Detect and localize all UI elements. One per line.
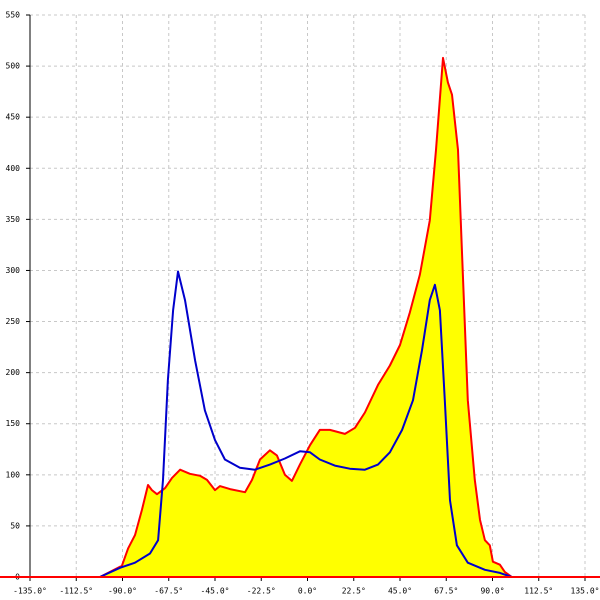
x-tick-label: -45.0°: [201, 587, 230, 596]
x-tick-label: -22.5°: [247, 587, 276, 596]
area: [99, 57, 512, 577]
x-tick-label: -90.0°: [108, 587, 137, 596]
x-tick-label: 22.5°: [342, 587, 366, 596]
y-tick-label: 100: [6, 470, 21, 479]
x-tick-label: 90.0°: [480, 587, 504, 596]
x-tick-label: -67.5°: [154, 587, 183, 596]
y-tick-label: 550: [6, 11, 21, 20]
x-tick-label: -135.0°: [13, 587, 47, 596]
y-tick-label: 500: [6, 62, 21, 71]
y-tick-label: 300: [6, 266, 21, 275]
x-tick-label: 0.0°: [298, 587, 317, 596]
y-tick-label: 350: [6, 215, 21, 224]
y-tick-label: 450: [6, 113, 21, 122]
x-tick-label: 45.0°: [388, 587, 412, 596]
y-tick-label: 200: [6, 368, 21, 377]
line: [99, 270, 513, 578]
y-tick-label: 400: [6, 164, 21, 173]
x-tick-label: 135.0°: [571, 587, 600, 596]
x-tick-label: 112.5°: [524, 587, 553, 596]
y-tick-label: 150: [6, 419, 21, 428]
y-tick-label: 250: [6, 317, 21, 326]
x-tick-label: 67.5°: [434, 587, 458, 596]
y-tick-label: 50: [10, 521, 20, 530]
x-tick-label: -112.5°: [59, 587, 93, 596]
